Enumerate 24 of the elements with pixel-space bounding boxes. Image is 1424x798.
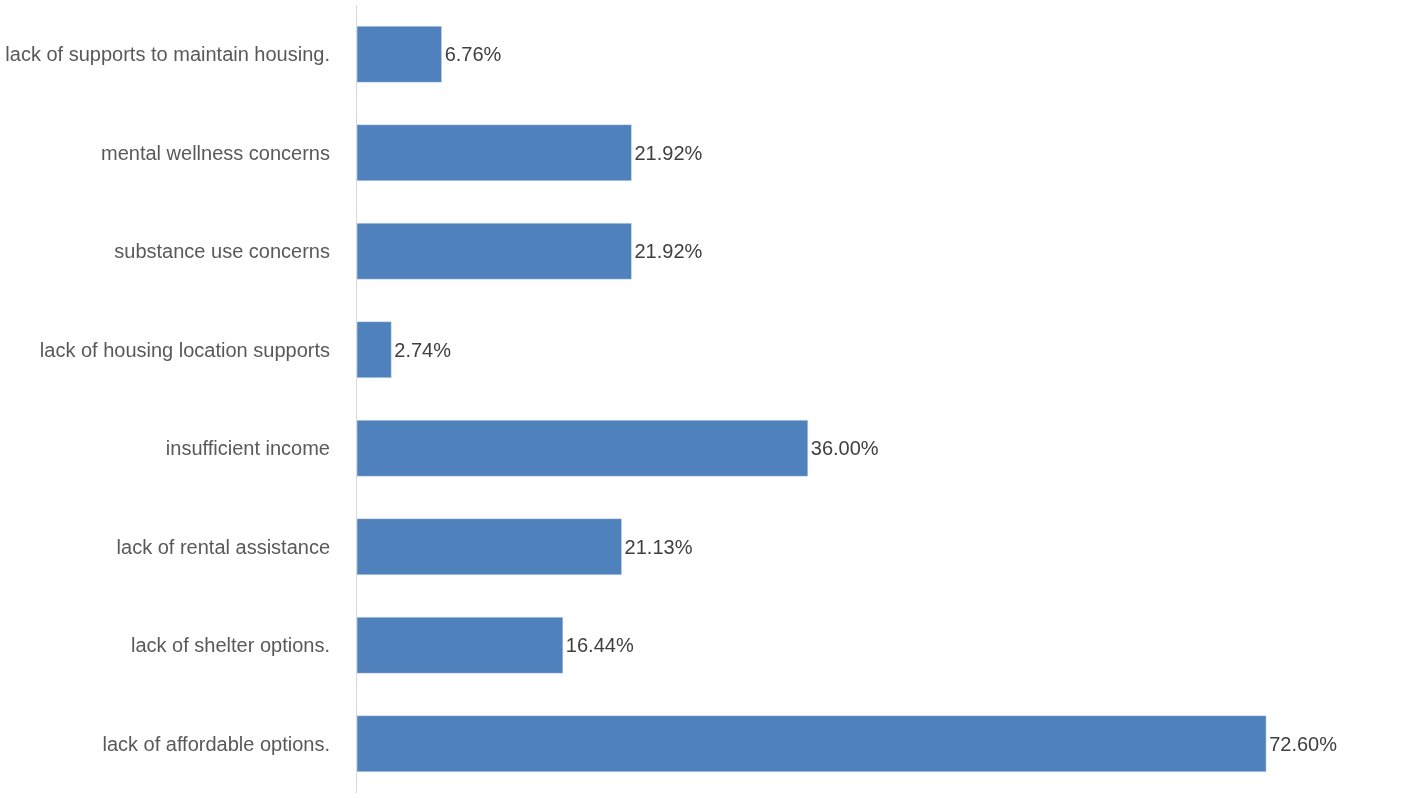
data-label: 72.60% — [1269, 732, 1338, 755]
y-tick-label: insufficient income — [165, 437, 330, 460]
y-tick-label: lack of rental assistance — [116, 535, 330, 558]
y-tick-label: lack of affordable options. — [102, 732, 330, 755]
bar — [357, 715, 1267, 773]
bar — [357, 124, 632, 182]
data-label: 21.92% — [634, 240, 703, 263]
bar — [357, 25, 442, 83]
data-label: 6.76% — [444, 43, 502, 66]
y-tick-label: lack of shelter options. — [131, 634, 330, 657]
data-label: 2.74% — [394, 338, 452, 361]
bar — [357, 616, 564, 674]
data-label: 21.92% — [634, 141, 703, 164]
bar — [357, 419, 809, 477]
data-label: 21.13% — [624, 535, 693, 558]
y-tick-label: lack of supports to maintain housing. — [5, 43, 330, 66]
y-tick-label: mental wellness concerns — [101, 141, 330, 164]
data-label: 16.44% — [565, 634, 634, 657]
bar — [357, 321, 392, 379]
data-label: 36.00% — [810, 437, 879, 460]
y-tick-label: lack of housing location supports — [39, 338, 330, 361]
y-tick-label: substance use concerns — [114, 240, 330, 263]
bar — [357, 222, 632, 280]
bar — [357, 518, 622, 576]
